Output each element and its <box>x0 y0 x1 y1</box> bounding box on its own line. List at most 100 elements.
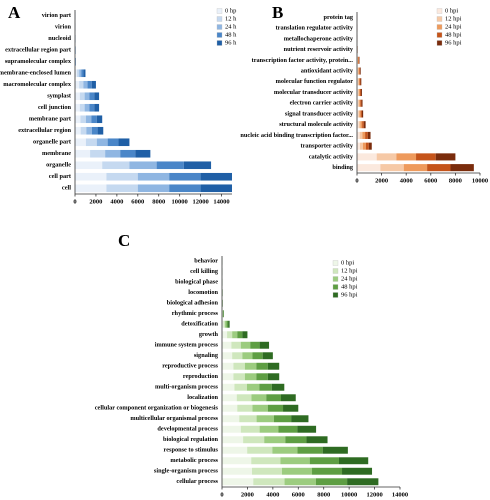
bar-segment <box>357 67 359 75</box>
bar-segment <box>222 446 248 454</box>
bar-segment <box>357 131 360 139</box>
category-label: detoxification <box>181 321 218 328</box>
bar-segment <box>357 88 359 97</box>
bar-segment <box>222 331 228 339</box>
bar-segment <box>256 362 268 370</box>
bar-segment <box>222 394 237 402</box>
bar-segment <box>309 457 339 465</box>
bar-segment <box>357 78 358 86</box>
category-label: electron carrier activity <box>290 100 354 107</box>
category-label: cellular process <box>176 478 218 485</box>
category-label: macromolecular complex <box>3 81 72 88</box>
category-label: cell junction <box>38 104 72 111</box>
bar-segment <box>79 69 82 78</box>
bar-segment <box>342 467 373 475</box>
legend-label: 12 hpi <box>341 267 358 274</box>
x-tick-label: 8000 <box>317 491 330 498</box>
bar-segment <box>75 69 78 78</box>
bar-segment <box>359 67 360 75</box>
bar-segment <box>251 457 281 465</box>
bar-segment <box>358 88 360 97</box>
bar-segment <box>106 184 138 193</box>
bar-segment <box>435 153 456 161</box>
legend-swatch <box>436 8 443 14</box>
bar-segment <box>365 131 368 139</box>
bar-segment <box>360 99 362 107</box>
bar-segment <box>75 149 91 158</box>
legend-swatch <box>436 16 443 22</box>
bar-segment <box>169 184 201 193</box>
category-label: nucleoid <box>48 35 71 42</box>
bar-segment <box>252 404 268 412</box>
bar-segment <box>102 161 130 170</box>
bar-segment <box>359 142 363 150</box>
category-label: reproduction <box>183 373 219 380</box>
bar-segment <box>396 153 417 161</box>
bar-segment <box>244 373 257 381</box>
bar-segment <box>79 92 85 101</box>
category-label: multicellular organismal process <box>130 415 218 422</box>
legend-swatch <box>216 24 223 30</box>
category-label: developmental process <box>157 426 218 433</box>
bar-segment <box>280 457 310 465</box>
bar-segment <box>89 103 95 112</box>
bar-segment <box>360 78 362 86</box>
category-label: growth <box>199 331 219 338</box>
bar-segment <box>222 425 241 433</box>
category-label: behavior <box>194 258 218 265</box>
bar-segment <box>380 164 404 172</box>
bar-segment <box>75 138 86 147</box>
x-tick-label: 14000 <box>392 491 408 498</box>
bar-segment <box>358 78 360 86</box>
legend-label: 12 h <box>225 15 237 22</box>
bar-segment <box>86 126 92 135</box>
legend-label: 48 hpi <box>341 283 358 290</box>
legend-swatch <box>216 8 223 14</box>
bar-segment <box>244 362 257 370</box>
bar-segment <box>80 126 87 135</box>
x-tick-label: 4000 <box>400 177 413 184</box>
category-label: biological phase <box>175 279 218 286</box>
bar-segment <box>232 352 243 360</box>
bar-segment <box>183 161 212 170</box>
bar-segment <box>84 92 90 101</box>
bar-segment <box>75 161 103 170</box>
bar-segment <box>156 161 184 170</box>
bar-segment <box>107 138 119 147</box>
bar-segment <box>362 131 366 139</box>
legend-label: 24 hpi <box>341 275 358 282</box>
legend-swatch <box>436 24 443 30</box>
bar-segment <box>240 425 260 433</box>
bar-segment <box>228 320 230 328</box>
category-label: cell killing <box>190 268 219 275</box>
category-label: metabolic process <box>170 457 218 464</box>
bar-segment <box>233 362 245 370</box>
category-label: membrane part <box>29 116 72 123</box>
bar-segment <box>361 110 364 118</box>
bar-segment <box>222 341 232 349</box>
category-label: organelle <box>46 162 71 169</box>
category-label: antioxidant activity <box>301 67 354 74</box>
bar-segment <box>360 121 363 129</box>
bar-segment <box>312 467 343 475</box>
x-tick-label: 2000 <box>241 491 254 498</box>
category-label: cell part <box>49 173 72 180</box>
legend-swatch <box>436 32 443 38</box>
bar-segment <box>338 457 369 465</box>
bar-segment <box>285 436 307 444</box>
bar-segment <box>357 142 360 150</box>
category-label: metallochaperone activity <box>284 35 354 42</box>
category-label: translation regulator activity <box>276 25 354 32</box>
legend-swatch <box>216 40 223 46</box>
bar-segment <box>256 415 274 423</box>
x-tick-label: 2000 <box>89 198 102 205</box>
bar-segment <box>360 110 362 118</box>
bar-segment <box>227 331 233 339</box>
bar-segment <box>237 331 243 339</box>
bar-segment <box>89 92 95 101</box>
bar-segment <box>359 99 361 107</box>
legend-label: 24 hpi <box>445 23 462 30</box>
bar-segment <box>225 320 227 328</box>
bar-segment <box>242 331 248 339</box>
